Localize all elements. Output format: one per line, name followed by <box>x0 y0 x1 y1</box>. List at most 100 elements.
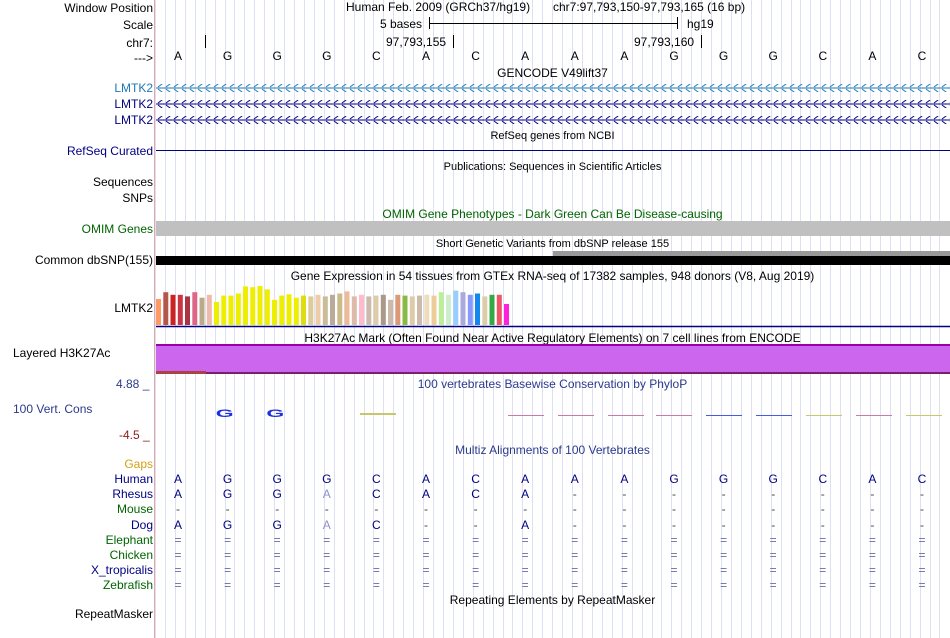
gtex-tissue-bar[interactable] <box>482 296 488 325</box>
alignment-base: - <box>374 502 379 517</box>
grid-line <box>671 0 673 638</box>
gtex-tissue-bar[interactable] <box>228 295 234 325</box>
gtex-tissue-bar[interactable] <box>279 295 285 325</box>
assembly-text: Human Feb. 2009 (GRCh37/hg19) <box>346 0 531 14</box>
gtex-tissue-bar[interactable] <box>438 292 444 325</box>
alignment-base: = <box>918 532 926 547</box>
gtex-tissue-bar[interactable] <box>359 294 364 325</box>
gtex-tissue-bar[interactable] <box>496 294 502 325</box>
gtex-tissue-bar[interactable] <box>185 296 190 325</box>
gtex-tissue-bar[interactable] <box>453 290 459 325</box>
gtex-tissue-bar[interactable] <box>214 301 219 325</box>
species-label[interactable]: Rhesus <box>112 487 153 502</box>
gtex-tissue-bar[interactable] <box>380 294 386 325</box>
gtex-tissue-bar[interactable] <box>301 295 306 325</box>
dbsnp-gray-bar[interactable] <box>553 251 950 256</box>
gtex-tissue-bar[interactable] <box>315 294 321 325</box>
gtex-tissue-bar[interactable] <box>417 295 422 325</box>
h3k27ac-label[interactable]: Layered H3K27Ac <box>13 346 111 360</box>
gtex-tissue-bar[interactable] <box>366 296 372 325</box>
gtex-tissue-bar[interactable] <box>243 286 248 325</box>
gtex-tissue-bar[interactable] <box>177 294 183 325</box>
phylop-label[interactable]: 100 Vert. Cons <box>13 402 93 416</box>
dbsnp-variant-bar[interactable] <box>156 256 950 265</box>
phylop-conservation-chart[interactable]: G G <box>156 400 950 422</box>
alignment-base: G <box>222 517 233 532</box>
omim-feature-bar[interactable] <box>156 221 950 236</box>
gtex-tissue-bar[interactable] <box>286 294 292 325</box>
gtex-tissue-bar[interactable] <box>330 294 335 325</box>
alignment-base: A <box>173 487 182 502</box>
alignment-base: = <box>323 532 331 547</box>
gtex-tissue-bar[interactable] <box>308 296 314 325</box>
alignment-base: - <box>870 502 875 517</box>
gencode-label[interactable]: LMTK2 <box>114 81 153 95</box>
gtex-tissue-bar[interactable] <box>293 297 299 325</box>
alignment-base: = <box>670 548 678 562</box>
gtex-tissue-bar[interactable] <box>467 294 473 325</box>
gtex-tissue-bar[interactable] <box>257 285 263 325</box>
species-label[interactable]: Elephant <box>105 532 153 547</box>
grid-line <box>840 0 842 638</box>
alignment-base: - <box>473 502 478 517</box>
gtex-tissue-bar[interactable] <box>489 294 495 325</box>
gtex-label[interactable]: LMTK2 <box>114 301 153 315</box>
gtex-tissue-bar[interactable] <box>460 292 466 325</box>
gtex-tissue-bar[interactable] <box>156 299 161 325</box>
grid-line <box>532 0 534 638</box>
grid-line <box>681 0 683 638</box>
species-label[interactable]: Dog <box>130 517 153 532</box>
h3k27ac-signal[interactable] <box>156 346 950 372</box>
gtex-tissue-bar[interactable] <box>373 295 379 325</box>
publications-sequences-label[interactable]: Sequences <box>92 175 153 189</box>
gtex-tissue-bar[interactable] <box>206 294 212 325</box>
phylop-bar <box>906 415 942 416</box>
gtex-tissue-bar[interactable] <box>192 292 198 325</box>
gtex-tissue-bar[interactable] <box>235 293 241 326</box>
alignment-base: - <box>572 517 577 532</box>
gtex-tissue-bar[interactable] <box>221 295 227 325</box>
alignment-base: G <box>272 487 282 502</box>
species-label[interactable]: Chicken <box>109 548 153 562</box>
gtex-tissue-bar[interactable] <box>199 297 205 325</box>
gtex-tissue-bar[interactable] <box>250 287 256 325</box>
species-label[interactable]: Zebrafish <box>102 578 153 593</box>
species-label[interactable]: X_tropicalis <box>90 563 153 578</box>
gtex-expression-chart[interactable] <box>156 283 950 329</box>
gtex-tissue-bar[interactable] <box>395 294 401 325</box>
species-label[interactable]: Human <box>114 472 153 486</box>
omim-label[interactable]: OMIM Genes <box>81 222 153 236</box>
refseq-label[interactable]: RefSeq Curated <box>66 144 153 158</box>
gtex-tissue-bar[interactable] <box>264 289 270 325</box>
gtex-tissue-bar[interactable] <box>431 295 437 325</box>
ruler-tick <box>701 35 702 48</box>
phylop-bar <box>558 415 594 416</box>
gtex-tissue-bar[interactable] <box>170 294 176 325</box>
gtex-tissue-bar[interactable] <box>351 296 357 325</box>
gtex-tissue-bar[interactable] <box>475 293 480 326</box>
gtex-tissue-bar[interactable] <box>344 291 350 325</box>
refseq-gene-line[interactable] <box>156 150 950 151</box>
gtex-tissue-bar[interactable] <box>337 293 343 326</box>
species-label[interactable]: Mouse <box>116 502 153 517</box>
gtex-tissue-bar[interactable] <box>388 299 393 325</box>
gtex-tissue-bar[interactable] <box>272 299 277 325</box>
gencode-transcripts[interactable] <box>156 80 950 128</box>
gtex-tissue-bar[interactable] <box>446 294 451 325</box>
dbsnp-label[interactable]: Common dbSNP(155) <box>34 253 153 267</box>
multiz-gaps-label[interactable]: Gaps <box>124 457 153 471</box>
gencode-label[interactable]: LMTK2 <box>114 97 153 111</box>
gtex-tissue-bar[interactable] <box>163 292 169 325</box>
alignment-base: = <box>372 578 380 593</box>
gencode-label[interactable]: LMTK2 <box>114 113 153 127</box>
gtex-tissue-bar[interactable] <box>504 304 509 325</box>
grid-line <box>770 0 772 638</box>
gtex-tissue-bar[interactable] <box>322 296 328 325</box>
repeatmasker-label[interactable]: RepeatMasker <box>74 607 153 621</box>
grid-line <box>790 0 792 638</box>
publications-snps-label[interactable]: SNPs <box>122 191 153 205</box>
gtex-tissue-bar[interactable] <box>402 295 408 325</box>
gtex-tissue-bar[interactable] <box>409 296 415 325</box>
grid-line <box>522 0 524 638</box>
gtex-tissue-bar[interactable] <box>424 294 430 325</box>
